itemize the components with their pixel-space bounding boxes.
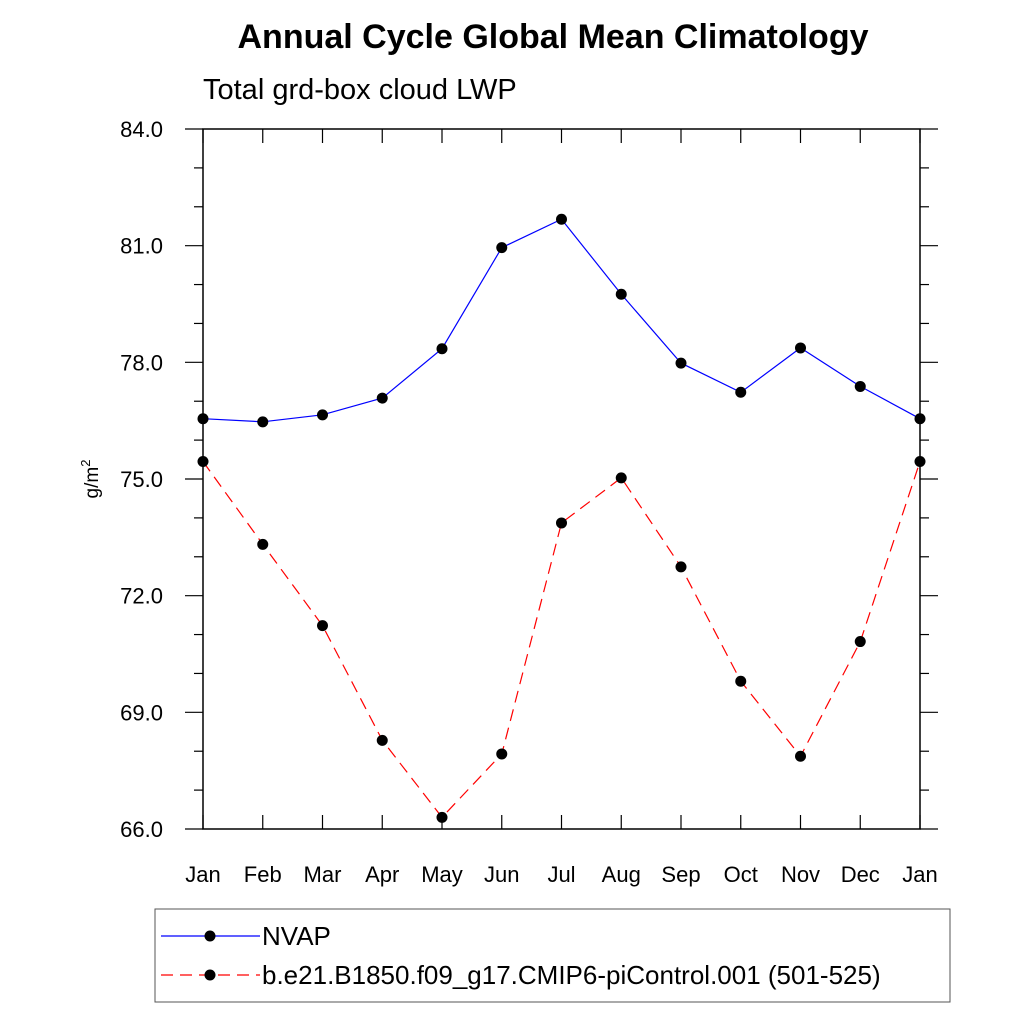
data-point (317, 620, 328, 632)
data-point (735, 386, 747, 398)
data-point (436, 811, 448, 823)
legend: NVAP b.e21.B1850.f09_g17.CMIP6-piControl.… (154, 908, 951, 1003)
data-point (376, 734, 388, 746)
chart-title: Annual Cycle Global Mean Climatology (238, 18, 869, 56)
x-tick-label: Jan (902, 862, 937, 887)
data-point (854, 636, 866, 648)
plot-axes (202, 128, 921, 830)
series-line (202, 218, 921, 423)
legend-label: NVAP (262, 921, 331, 951)
data-point (496, 748, 508, 760)
series-1 (197, 213, 926, 428)
data-point (735, 675, 747, 687)
y-tick-label: 78.0 (120, 350, 163, 375)
legend-label: b.e21.B1850.f09_g17.CMIP6-piControl.001 … (262, 960, 881, 990)
y-tick-labels: 66.0 69.0 72.0 75.0 78.0 81.0 84.0 (120, 117, 163, 842)
data-point (556, 213, 567, 225)
y-axis-label: g/m2 (78, 460, 103, 499)
data-point (675, 561, 687, 573)
legend-box (154, 908, 951, 1003)
data-point (675, 357, 687, 369)
data-point (914, 456, 926, 467)
x-tick-label: Dec (841, 862, 880, 887)
x-tick-label: Sep (661, 862, 700, 887)
series-2 (197, 456, 926, 823)
data-point (257, 538, 269, 550)
data-point (556, 517, 567, 529)
axis-ticks (185, 128, 938, 830)
data-point (197, 456, 209, 467)
data-point (795, 342, 806, 354)
x-tick-label: Jan (185, 862, 220, 887)
x-tick-label: Nov (781, 862, 820, 887)
x-tick-label: Feb (244, 862, 282, 887)
x-tick-label: Aug (602, 862, 641, 887)
data-point (317, 409, 328, 421)
data-point (854, 380, 866, 392)
x-tick-labels: Jan Feb Mar Apr May Jun Jul Aug Sep Oct Nov Dec Jan (185, 862, 937, 887)
data-point (436, 343, 448, 355)
y-tick-label: 84.0 (120, 117, 163, 142)
y-tick-label: 69.0 (120, 700, 163, 725)
chart-subtitle: Total grd-box cloud LWP (203, 74, 517, 106)
y-tick-label: 81.0 (120, 234, 163, 259)
data-point (615, 288, 627, 300)
y-tick-label: 72.0 (120, 584, 163, 609)
x-tick-label: Jun (484, 862, 519, 887)
legend-marker (204, 969, 216, 981)
data-point (197, 413, 209, 425)
x-tick-label: May (421, 862, 463, 887)
data-point (914, 413, 926, 425)
y-tick-label: 66.0 (120, 817, 163, 842)
legend-marker (204, 930, 216, 942)
series-layer (197, 213, 926, 823)
x-tick-label: Oct (724, 862, 758, 887)
y-tick-label: 75.0 (120, 467, 163, 492)
data-point (795, 750, 806, 762)
x-tick-label: Mar (304, 862, 342, 887)
y-axis-label-exponent: 2 (78, 460, 93, 467)
data-point (496, 242, 508, 254)
series-line (202, 461, 921, 819)
data-point (257, 416, 269, 428)
data-point (376, 392, 388, 404)
x-tick-label: Jul (547, 862, 575, 887)
x-tick-label: Apr (365, 862, 399, 887)
data-point (615, 472, 627, 484)
plot-frame (202, 128, 921, 830)
